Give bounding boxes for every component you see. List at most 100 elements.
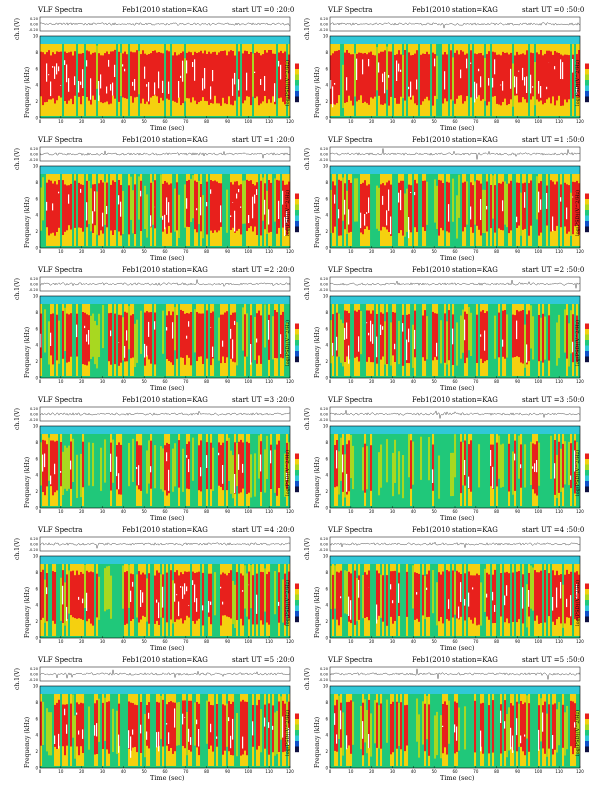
waveform-tick-label: 0.00 bbox=[30, 543, 39, 547]
spectrogram-column bbox=[86, 564, 89, 636]
spectrogram-column bbox=[278, 44, 281, 116]
waveform-tick-label: 0.20 bbox=[30, 407, 39, 411]
spectrogram-column bbox=[522, 564, 525, 636]
spectrogram-column bbox=[554, 694, 557, 766]
spectrogram-column bbox=[412, 44, 415, 116]
x-tick-label: 10 bbox=[348, 509, 354, 514]
spectrogram-column bbox=[268, 564, 271, 636]
spectrogram-column bbox=[158, 694, 161, 766]
spectrogram-column bbox=[368, 174, 371, 246]
spectrogram-column bbox=[118, 694, 121, 766]
panel-title: VLF Spectra bbox=[38, 266, 83, 274]
colorbar-segment bbox=[585, 459, 589, 465]
spectrogram-column bbox=[94, 320, 97, 365]
spectrogram-column bbox=[350, 434, 353, 479]
x-axis-label: Time (sec) bbox=[150, 644, 185, 652]
x-tick-label: 90 bbox=[225, 509, 231, 514]
x-tick-label: 50 bbox=[142, 249, 148, 254]
spectrogram-column bbox=[274, 178, 277, 222]
spectrogram-column bbox=[70, 304, 73, 376]
spectrogram-column bbox=[182, 694, 185, 766]
waveform-tick-label: -0.20 bbox=[319, 28, 329, 32]
spectrogram-column bbox=[218, 44, 221, 116]
waveform-frame bbox=[39, 666, 291, 682]
spectrogram-column bbox=[454, 571, 457, 615]
spectrogram-column bbox=[100, 174, 103, 246]
x-tick-label: 70 bbox=[473, 639, 479, 644]
spectrogram-column bbox=[342, 323, 345, 367]
spectrogram-column bbox=[426, 181, 429, 225]
spectrogram-column bbox=[226, 44, 229, 116]
spectrogram-column bbox=[342, 177, 345, 221]
spectrogram-column bbox=[486, 304, 489, 376]
waveform-tick-label: 0.00 bbox=[320, 283, 329, 287]
spectrogram-column bbox=[540, 44, 543, 116]
spectrogram-column bbox=[252, 694, 255, 766]
spectrogram-column bbox=[58, 320, 61, 364]
spectrogram-column bbox=[500, 44, 503, 116]
spectrogram-column bbox=[484, 568, 487, 612]
spectrogram-column bbox=[434, 179, 437, 223]
x-tick-label: 0 bbox=[329, 769, 332, 774]
spectrogram-column bbox=[460, 434, 463, 506]
colorbar-segment bbox=[295, 475, 299, 482]
colorbar-segment bbox=[295, 199, 299, 205]
x-tick-label: 100 bbox=[245, 379, 253, 384]
x-axis-label: Time (sec) bbox=[440, 254, 475, 262]
spectrogram-column bbox=[242, 564, 245, 636]
spectrogram-column bbox=[354, 564, 357, 636]
spectrogram-column bbox=[218, 174, 221, 246]
spectrogram-column bbox=[120, 304, 123, 376]
spectrogram-column bbox=[188, 564, 191, 636]
x-tick-label: 50 bbox=[432, 509, 438, 514]
x-tick-label: 20 bbox=[79, 509, 85, 514]
x-tick-label: 70 bbox=[183, 379, 189, 384]
colorbar-segment bbox=[295, 91, 299, 97]
spectrogram-column bbox=[262, 44, 265, 116]
spectrogram-column bbox=[484, 304, 487, 376]
spectrogram-column bbox=[286, 61, 289, 105]
x-tick-label: 20 bbox=[79, 379, 85, 384]
spectrogram-column bbox=[232, 174, 235, 246]
spectrogram-column bbox=[70, 174, 73, 246]
spectrogram-column bbox=[224, 564, 227, 636]
spectrogram-column bbox=[224, 44, 227, 116]
spectrogram-column bbox=[480, 304, 483, 376]
spectrogram-column bbox=[242, 434, 245, 506]
spectrogram-column bbox=[132, 564, 135, 636]
spectrogram-column bbox=[244, 304, 247, 376]
spectrogram-column bbox=[270, 434, 273, 506]
spectrogram-column bbox=[440, 715, 443, 759]
spectrogram-column bbox=[168, 174, 171, 246]
spectrogram-column bbox=[278, 434, 281, 506]
spectrogram-column bbox=[508, 564, 511, 636]
x-tick-label: 110 bbox=[265, 249, 273, 254]
colorbar-segment bbox=[295, 356, 299, 363]
spectrogram-column bbox=[442, 694, 445, 766]
spectrogram-column bbox=[150, 304, 153, 376]
spectrogram-column bbox=[260, 174, 263, 246]
spectrogram-column bbox=[158, 564, 161, 636]
spectrogram-column bbox=[224, 304, 227, 376]
spectrogram-column bbox=[194, 174, 197, 246]
spectrogram-column bbox=[146, 578, 149, 622]
colorbar-segment bbox=[585, 611, 589, 617]
spectrogram-column bbox=[502, 44, 505, 116]
spectrogram-column bbox=[444, 694, 447, 766]
spectrogram-column bbox=[222, 44, 225, 116]
spectrogram-column bbox=[492, 434, 495, 506]
spectrogram-column bbox=[176, 174, 179, 246]
spectrogram-column bbox=[224, 694, 227, 766]
spectrogram-column bbox=[72, 564, 75, 636]
spectrogram-column bbox=[558, 702, 561, 746]
spectrogram-column bbox=[284, 44, 287, 116]
spectrogram-column bbox=[150, 44, 153, 116]
spectrogram-column bbox=[60, 577, 63, 621]
spectrogram-column bbox=[250, 44, 253, 116]
spectrogram-column bbox=[508, 44, 511, 116]
spectrogram-column bbox=[360, 174, 363, 246]
spectrogram-column bbox=[146, 450, 149, 494]
spectrogram-column bbox=[332, 44, 335, 116]
spectrogram-column bbox=[274, 712, 277, 756]
x-tick-label: 60 bbox=[452, 509, 458, 514]
